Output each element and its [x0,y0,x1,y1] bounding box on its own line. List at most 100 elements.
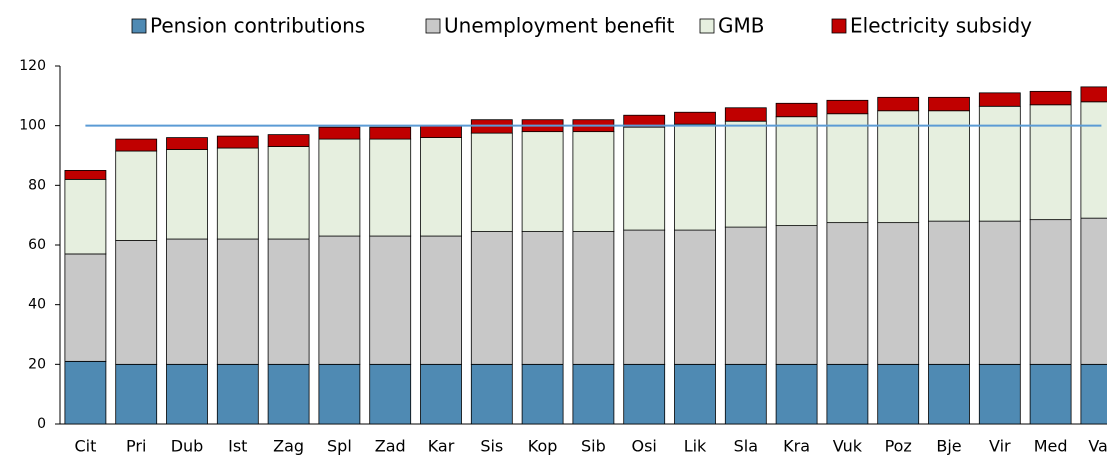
bar-segment [674,229,716,365]
x-tick-label: Cit [74,437,96,456]
bar-segment [826,113,869,224]
bar-segment [978,92,1021,107]
legend-label: GMB [718,14,764,38]
bar-segment [674,123,716,231]
y-tick-label: 80 [28,177,46,193]
bar-segment [166,149,208,240]
bar-segment [1029,90,1072,106]
bar-segment [216,135,259,149]
bar-segment [877,363,920,425]
bar-segment [369,363,412,425]
x-tick-label: Bje [936,437,961,456]
bar-segment [216,147,259,240]
bar-segment [826,363,869,425]
bar-segment [775,363,818,425]
y-tick-label: 100 [19,118,46,134]
bar-segment [115,363,158,425]
bar-segment [318,363,361,425]
bar-segment [470,231,513,365]
bar-segment [64,253,107,362]
bar-segment [115,240,158,365]
bar-segment [1080,86,1107,103]
bar-segment [826,99,869,115]
x-tick-label: Var [1088,437,1107,456]
bar-segment [572,231,615,365]
bar-segment [928,220,970,365]
x-tick-label: Kop [528,437,558,456]
bar-segment [420,235,462,365]
x-tick-label: Ist [228,437,247,456]
bar-segment [369,235,412,365]
bar-segment [877,96,920,112]
y-tick-label: 20 [28,356,46,372]
bar-segment [521,131,564,232]
bar-segment [1080,217,1107,365]
x-tick-label: Kar [428,437,455,456]
bar-segment [724,120,767,228]
bar-segment [978,105,1021,222]
x-tick-label: Sla [734,437,758,456]
bar-segment [572,131,615,232]
x-tick-label: Zag [273,437,304,456]
x-tick-label: Zad [375,437,406,456]
bar-segment [1080,101,1107,219]
bar-segment [267,363,310,425]
bar-segment [64,170,107,180]
legend-swatch [699,18,715,34]
x-tick-label: Kra [783,437,810,456]
bar-segment [318,235,361,365]
bar-segment [928,110,970,222]
x-tick-label: Med [1034,437,1068,456]
legend-label: Unemployment benefit [444,14,675,38]
bar-segment [166,137,208,150]
bar-segment [724,107,767,122]
x-tick-label: Vir [989,437,1011,456]
legend-swatch [425,18,441,34]
bar-segment [521,231,564,365]
bar-segment [470,132,513,232]
bar-segment [978,363,1021,425]
bar-segment [64,178,107,255]
bar-segment [724,363,767,425]
bar-segment [572,363,615,425]
bar-segment [775,225,818,365]
bar-segment [166,238,208,365]
bar-segment [1080,363,1107,425]
bar-segment [674,111,716,125]
bar-segment [216,238,259,365]
bar-segment [623,114,666,128]
bar-segment [470,363,513,425]
bar-segment [369,138,412,237]
bar-segment [775,102,818,118]
bar-segment [1029,104,1072,221]
bar-segment [1029,219,1072,365]
bar-segment [826,222,869,365]
bar-segment [420,363,462,425]
bar-segment [623,363,666,425]
x-tick-label: Osi [632,437,657,456]
legend-swatch [831,18,847,34]
bar-segment [420,125,462,138]
legend-label: Electricity subsidy [850,14,1032,38]
bar-segment [978,220,1021,365]
bar-segment [877,222,920,365]
bar-segment [928,96,970,112]
y-tick-label: 40 [28,297,46,313]
x-tick-label: Spl [327,437,352,456]
bar-segment [267,134,310,147]
bar-segment [724,226,767,365]
bar-segment [115,150,158,241]
x-tick-label: Dub [171,437,204,456]
y-tick-label: 60 [28,237,46,253]
bar-segment [928,363,970,425]
bar-segment [369,126,412,140]
bar-segment [318,138,361,237]
bar-segment [267,146,310,240]
legend-swatch [131,18,147,34]
bar-segment [420,137,462,237]
x-tick-label: Poz [885,437,912,456]
legend-label: Pension contributions [150,14,365,38]
bar-segment [674,363,716,425]
bar-segment [318,126,361,140]
